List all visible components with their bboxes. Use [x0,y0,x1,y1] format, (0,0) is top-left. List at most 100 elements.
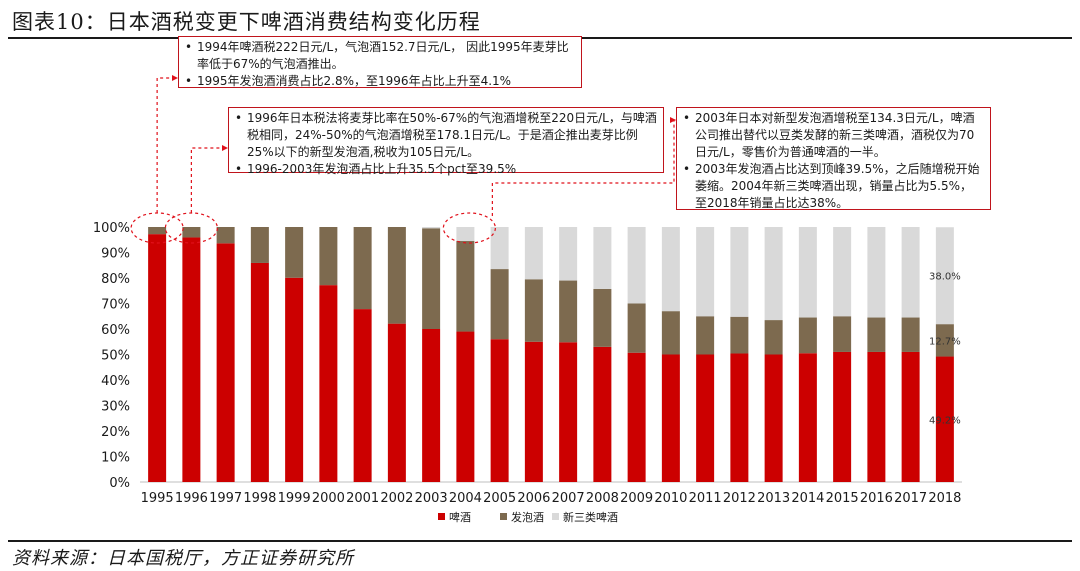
bar-segment [901,317,920,352]
x-tick-label: 2006 [517,491,550,506]
connector-line [156,77,178,213]
x-tick-label: 2009 [620,491,653,506]
annotation-1995: 1994年啤酒税222日元/L，气泡酒152.7日元/L， 因此1995年麦芽比… [178,36,582,90]
bar-segment [730,316,749,354]
bar-segment [833,227,852,317]
source-rule [8,540,1072,542]
annotation-1995-bullet: 1994年啤酒税222日元/L，气泡酒152.7日元/L， 因此1995年麦芽比… [183,39,575,73]
data-label: 49.2% [929,415,961,426]
bar-segment [935,324,954,357]
x-tick-label: 2007 [552,491,585,506]
bar-segment [422,228,441,329]
y-tick-label: 30% [101,400,130,415]
y-tick-label: 70% [101,298,130,313]
highlight-ellipse [442,212,496,244]
legend-label: 发泡酒 [511,510,544,524]
bar-segment [764,227,783,321]
bar-segment [627,303,646,353]
bar-segment [627,227,646,304]
x-tick-label: 2016 [860,491,893,506]
y-tick-label: 40% [101,374,130,389]
bar-segment [559,227,578,281]
bar-segment [696,354,715,482]
x-tick-label: 1996 [175,491,208,506]
bar-segment [456,331,475,482]
bar-segment [661,354,680,482]
bar-segment [456,241,475,332]
bar-segment [798,227,817,318]
y-tick-label: 80% [101,272,130,287]
bar-segment [250,262,269,482]
bar-segment [216,243,235,482]
x-tick-label: 1998 [243,491,276,506]
bar-segment [593,288,612,347]
x-tick-label: 2012 [723,491,756,506]
bar-segment [524,279,543,342]
bar-segment [935,356,954,482]
annotation-1996-bullet: 1996-2003年发泡酒占比上升35.5个pct至39.5% [233,161,657,178]
x-tick-label: 2011 [689,491,722,506]
annotation-2003-bullet: 2003年日本对新型发泡酒增税至134.3日元/L，啤酒公司推出替代以豆类发酵的… [681,110,984,161]
annotation-2003-bullet: 2003年发泡酒占比达到顶峰39.5%，之后随增税开始萎缩。2004年新三类啤酒… [681,161,984,212]
bar-segment [285,277,304,482]
annotation-1996-bullet: 1996年日本税法将麦芽比率在50%-67%的气泡酒增税至220日元/L，与啤酒… [233,110,657,161]
bar-segment [593,346,612,482]
connector-arrowhead [670,117,676,123]
bar-segment [764,320,783,355]
bar-segment [901,227,920,318]
x-tick-label: 2013 [757,491,790,506]
bar-segment [456,227,475,242]
bar-segment [696,227,715,317]
x-tick-label: 2004 [449,491,482,506]
bar-segment [524,227,543,280]
bar-segment [148,227,167,235]
x-tick-label: 2000 [312,491,345,506]
x-tick-label: 2002 [380,491,413,506]
bar-segment [216,227,235,244]
legend-label: 啤酒 [449,510,471,524]
x-tick-label: 2018 [928,491,961,506]
legend-label: 新三类啤酒 [563,510,618,524]
bar-segment [798,353,817,482]
x-tick-label: 2005 [483,491,516,506]
bar-segment [422,329,441,482]
bar-segment [319,285,338,482]
y-tick-label: 0% [109,476,130,491]
y-tick-label: 10% [101,451,130,466]
connector-arrowhead [222,145,228,151]
y-tick-label: 60% [101,323,130,338]
bar-segment [250,227,269,263]
x-tick-label: 2015 [826,491,859,506]
y-tick-label: 100% [93,221,130,236]
x-tick-label: 1995 [141,491,174,506]
bar-segment [524,341,543,482]
bar-segment [593,227,612,289]
legend-swatch [438,513,445,520]
bar-segment [867,317,886,352]
x-tick-label: 2010 [654,491,687,506]
bar-segment [627,352,646,482]
bar-segment [148,234,167,482]
bar-segment [319,227,338,286]
x-tick-label: 1999 [278,491,311,506]
x-tick-label: 2017 [894,491,927,506]
bar-segment [422,227,441,229]
bar-segment [730,353,749,482]
bar-segment [661,311,680,355]
bar-segment [559,280,578,343]
x-tick-label: 2003 [415,491,448,506]
bar-segment [353,309,372,482]
bar-segment [182,237,201,482]
data-label: 38.0% [929,272,961,283]
bar-segment [490,227,509,270]
annotation-1996: 1996年日本税法将麦芽比率在50%-67%的气泡酒增税至220日元/L，与啤酒… [228,107,664,178]
x-tick-label: 2001 [346,491,379,506]
bar-segment [798,317,817,354]
y-tick-label: 50% [101,349,130,364]
bar-segment [833,351,852,482]
bar-segment [867,351,886,482]
x-tick-label: 2008 [586,491,619,506]
legend-swatch [500,513,507,520]
y-tick-label: 90% [101,247,130,262]
bar-segment [559,342,578,482]
